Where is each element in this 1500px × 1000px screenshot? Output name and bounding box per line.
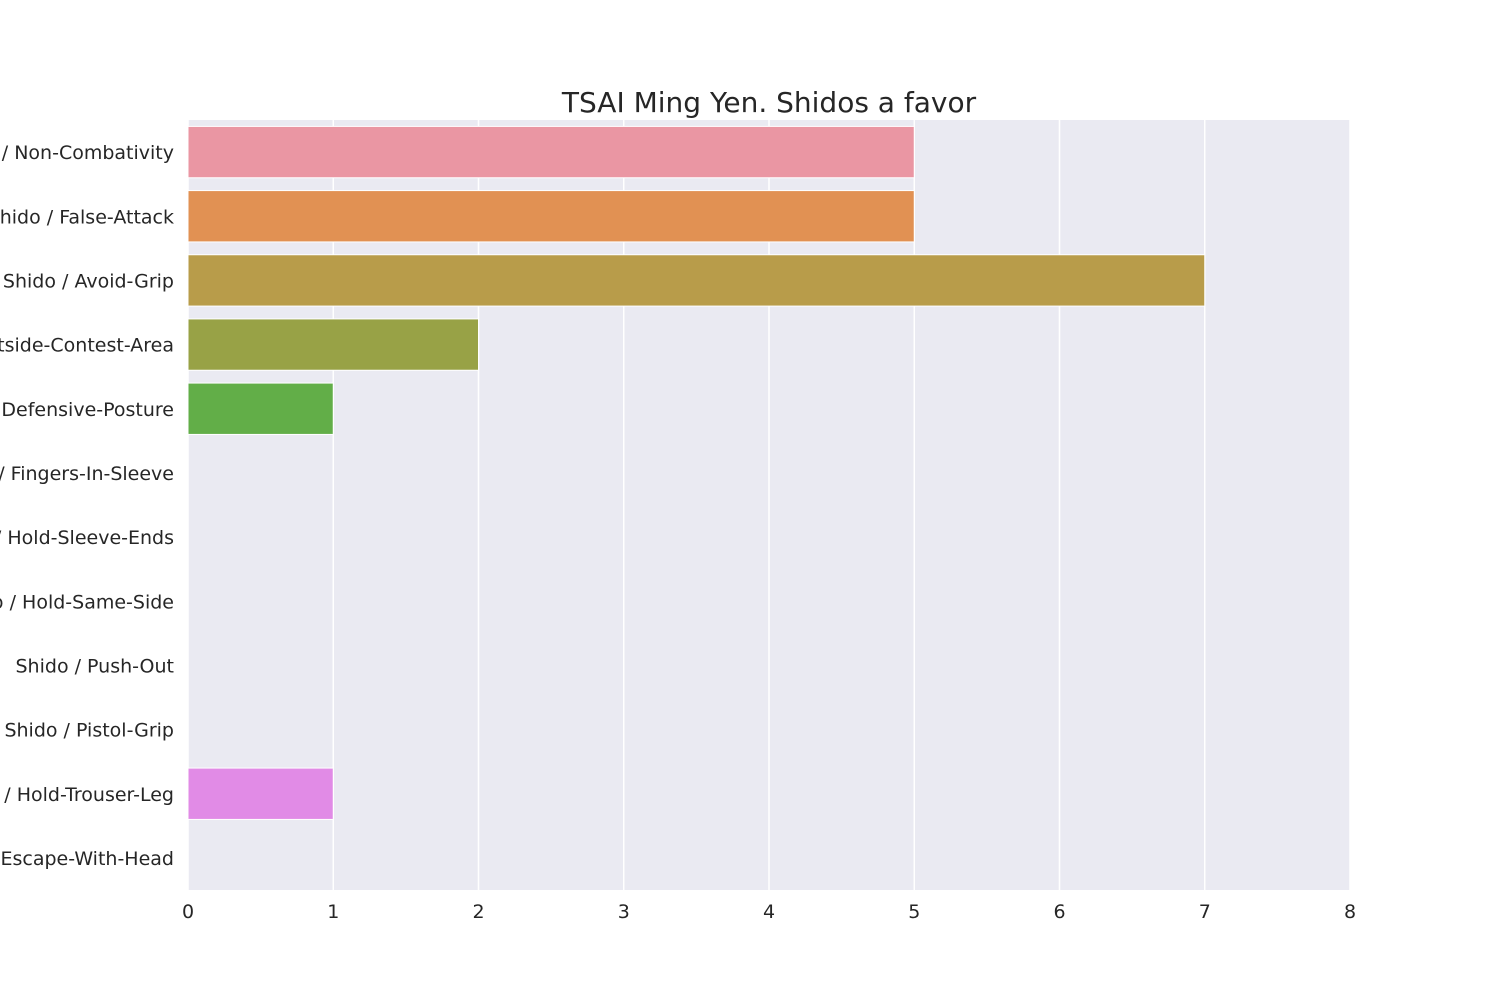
x-tick-label: 7 <box>1199 901 1211 923</box>
y-tick-label: Shido / Avoid-Grip <box>3 270 174 292</box>
x-tick-label: 0 <box>182 901 194 923</box>
bar <box>187 254 1206 307</box>
x-tick-label: 4 <box>763 901 775 923</box>
bar <box>187 125 915 179</box>
bar <box>187 190 915 243</box>
chart-title: TSAI Ming Yen. Shidos a favor <box>561 86 977 119</box>
y-axis-labels: Shido / Non-Combativity Shido / False-Att… <box>0 142 174 870</box>
x-tick-label: 6 <box>1053 901 1065 923</box>
x-tick-label: 5 <box>908 901 920 923</box>
y-tick-label: Shido / Push-Out <box>16 655 175 677</box>
y-tick-label: Shido / Hold-Same-Side <box>0 591 174 613</box>
x-tick-label: 1 <box>327 901 339 923</box>
y-tick-label: Shido / Pistol-Grip <box>4 720 174 742</box>
bar <box>187 767 334 820</box>
x-tick-label: 3 <box>618 901 630 923</box>
x-axis-labels: 0 1 2 3 4 5 6 7 8 <box>182 901 1356 923</box>
grid-lines <box>187 120 1351 890</box>
y-tick-label: Shido / Non-Combativity <box>0 142 174 164</box>
y-tick-label: Shido / Outside-Contest-Area <box>0 335 174 357</box>
y-tick-label: Shido / Fingers-In-Sleeve <box>0 463 174 485</box>
y-tick-label: Shido / Hold-Trouser-Leg <box>0 784 174 806</box>
x-tick-label: 8 <box>1344 901 1356 923</box>
y-tick-label: Shido / Defensive-Posture <box>0 399 174 421</box>
y-tick-label: Shido / Escape-With-Head <box>0 848 174 870</box>
bar <box>187 318 479 371</box>
x-tick-label: 2 <box>472 901 484 923</box>
bars <box>187 125 1206 820</box>
bar <box>187 382 334 435</box>
y-tick-label: Shido / False-Attack <box>0 206 174 228</box>
y-tick-label: Shido / Hold-Sleeve-Ends <box>0 527 174 549</box>
